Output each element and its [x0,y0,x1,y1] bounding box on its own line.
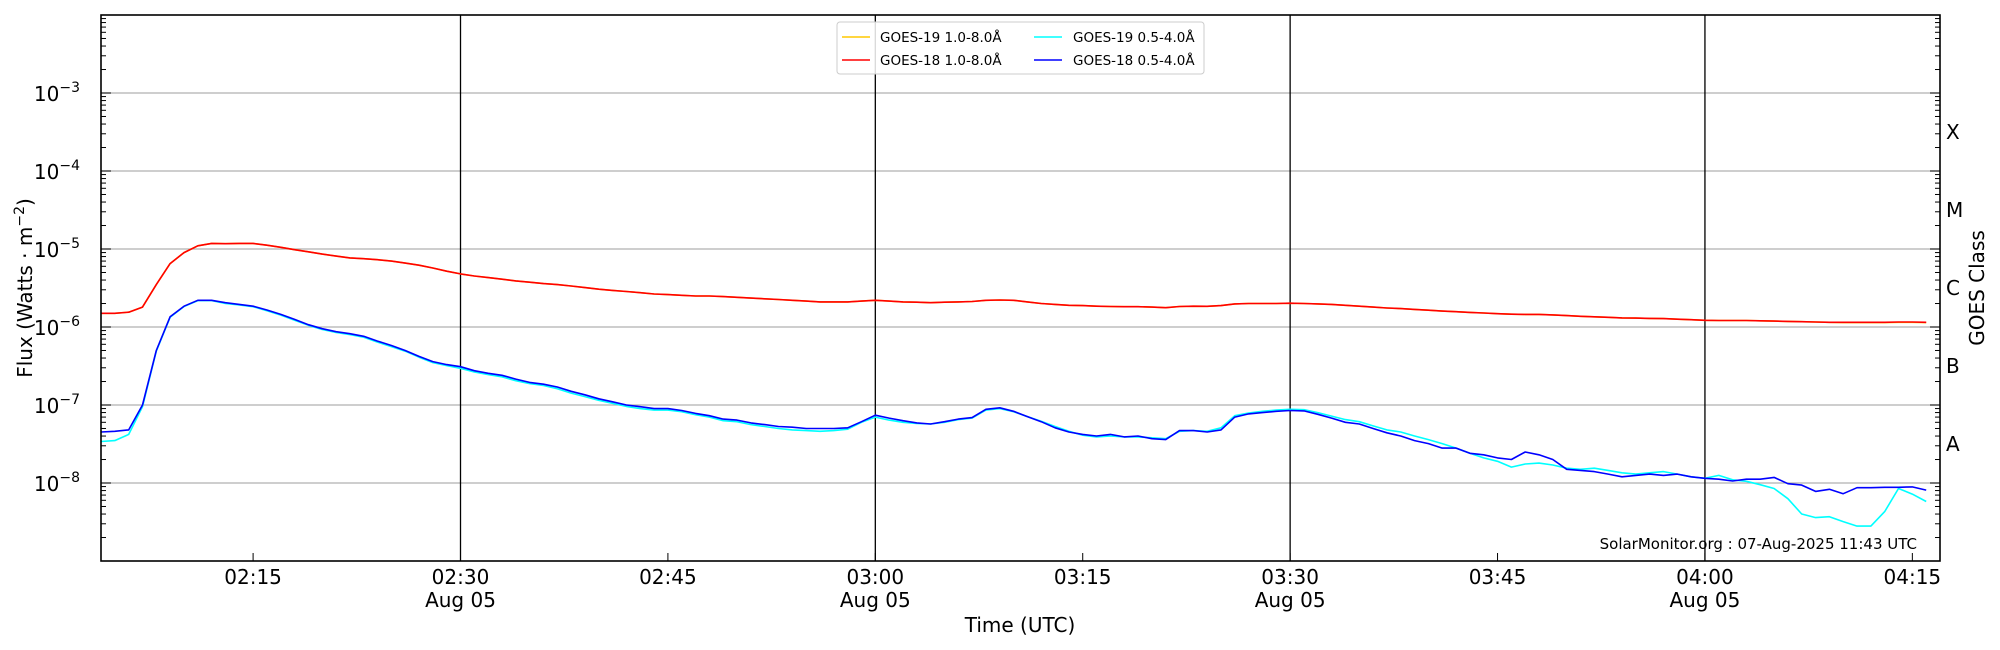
y-tick-labels: 10−3 10−4 10−5 10−6 10−7 10−8 [34,80,80,496]
x-tick-label: 03:45 [1469,565,1527,589]
goes-class-label: A [1946,432,1960,456]
series-line-goes-19-0-5-4-0- [100,299,1927,527]
series-line-goes-18-0-5-4-0- [100,299,1927,495]
y2-axis-label: GOES Class [1965,230,1989,346]
goes-class-labels: A B C M X [1946,120,1963,456]
goes-class-label: X [1946,120,1960,144]
y-axis-label: Flux (Watts · m−2) [12,198,37,378]
goes-class-label: C [1946,276,1960,300]
series-line-goes-19-1-0-8-0- [101,242,1927,324]
x-tick-date-label: Aug 05 [1670,588,1741,612]
axis-ticks [101,18,1940,562]
x-tick-label: 02:30 [432,565,490,589]
x-tick-label: 04:00 [1676,565,1734,589]
x-tick-label: 02:45 [639,565,697,589]
x-tick-label: 03:15 [1054,565,1112,589]
plot-frame [100,14,1941,562]
goes-class-label: M [1946,198,1963,222]
legend-box [836,21,1205,75]
y-tick-label: 10−3 [34,80,80,106]
x-tick-label: 04:15 [1884,565,1942,589]
x-axis-label: Time (UTC) [964,613,1076,637]
watermark: SolarMonitor.org : 07-Aug-2025 11:43 UTC [1600,535,1917,553]
legend-label-goes18-long: GOES-18 1.0-8.0Å [880,52,1002,69]
y-tick-label: 10−5 [34,236,80,262]
x-tick-date-label: Aug 05 [1255,588,1326,612]
legend-label-goes19-long: GOES-19 1.0-8.0Å [880,29,1002,46]
x-tick-label: 03:30 [1261,565,1319,589]
x-tick-date-label: Aug 05 [425,588,496,612]
legend-label-goes19-short: GOES-19 0.5-4.0Å [1073,29,1195,46]
y-tick-label: 10−6 [34,314,80,340]
series-lines [100,242,1927,527]
legend: GOES-19 1.0-8.0Å GOES-18 1.0-8.0Å GOES-1… [836,21,1205,75]
x-tick-date-label: Aug 05 [840,588,911,612]
y-tick-label: 10−7 [34,392,80,418]
y-tick-label: 10−8 [34,470,80,496]
y-tick-label: 10−4 [34,158,80,184]
legend-label-goes18-short: GOES-18 0.5-4.0Å [1073,52,1195,69]
goes-class-label: B [1946,354,1960,378]
x-tick-label: 02:15 [224,565,282,589]
x-tick-label: 03:00 [846,565,904,589]
grid-lines [101,92,1940,484]
series-line-goes-18-1-0-8-0- [101,242,1927,324]
day-boundary-lines [459,15,1706,561]
